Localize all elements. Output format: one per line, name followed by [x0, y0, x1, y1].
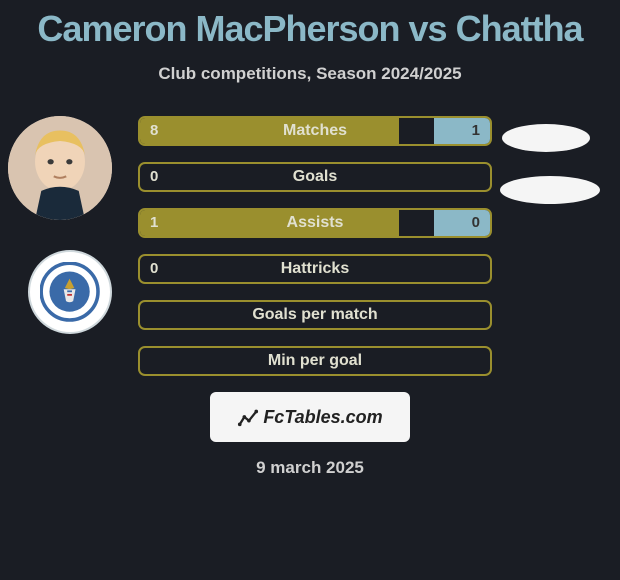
stat-row: Goals0	[138, 162, 492, 192]
stat-row: Matches8 1	[138, 116, 492, 146]
player2-avatar	[502, 124, 590, 152]
subtitle: Club competitions, Season 2024/2025	[0, 64, 620, 84]
stats-bars: Matches81Goals0Assists10Hattricks0Goals …	[138, 116, 492, 376]
stat-value-left: 8	[150, 118, 158, 144]
page-title: Cameron MacPherson vs Chattha	[0, 0, 620, 50]
fctables-label: FcTables.com	[263, 407, 382, 428]
stat-label: Goals	[140, 164, 490, 190]
player1-club-badge	[28, 250, 112, 334]
player-face-icon	[8, 116, 112, 220]
stat-row: Min per goal	[138, 346, 492, 376]
date-label: 9 march 2025	[0, 458, 620, 478]
stat-row: Goals per match	[138, 300, 492, 330]
club-badge-icon	[40, 262, 99, 321]
comparison-content: Matches81Goals0Assists10Hattricks0Goals …	[0, 116, 620, 376]
chart-icon	[237, 406, 259, 428]
stat-value-left: 0	[150, 164, 158, 190]
stat-value-right: 0	[472, 210, 480, 236]
stat-label: Matches	[140, 118, 490, 144]
stat-value-left: 1	[150, 210, 158, 236]
player1-avatar	[8, 116, 112, 220]
stat-row: Hattricks0	[138, 254, 492, 284]
player2-club-badge	[500, 176, 600, 204]
stat-value-left: 0	[150, 256, 158, 282]
stat-label: Goals per match	[140, 302, 490, 328]
stat-label: Assists	[140, 210, 490, 236]
stat-row: Assists1 0	[138, 208, 492, 238]
fctables-logo: FcTables.com	[210, 392, 410, 442]
stat-label: Min per goal	[140, 348, 490, 374]
stat-value-right: 1	[472, 118, 480, 144]
stat-label: Hattricks	[140, 256, 490, 282]
